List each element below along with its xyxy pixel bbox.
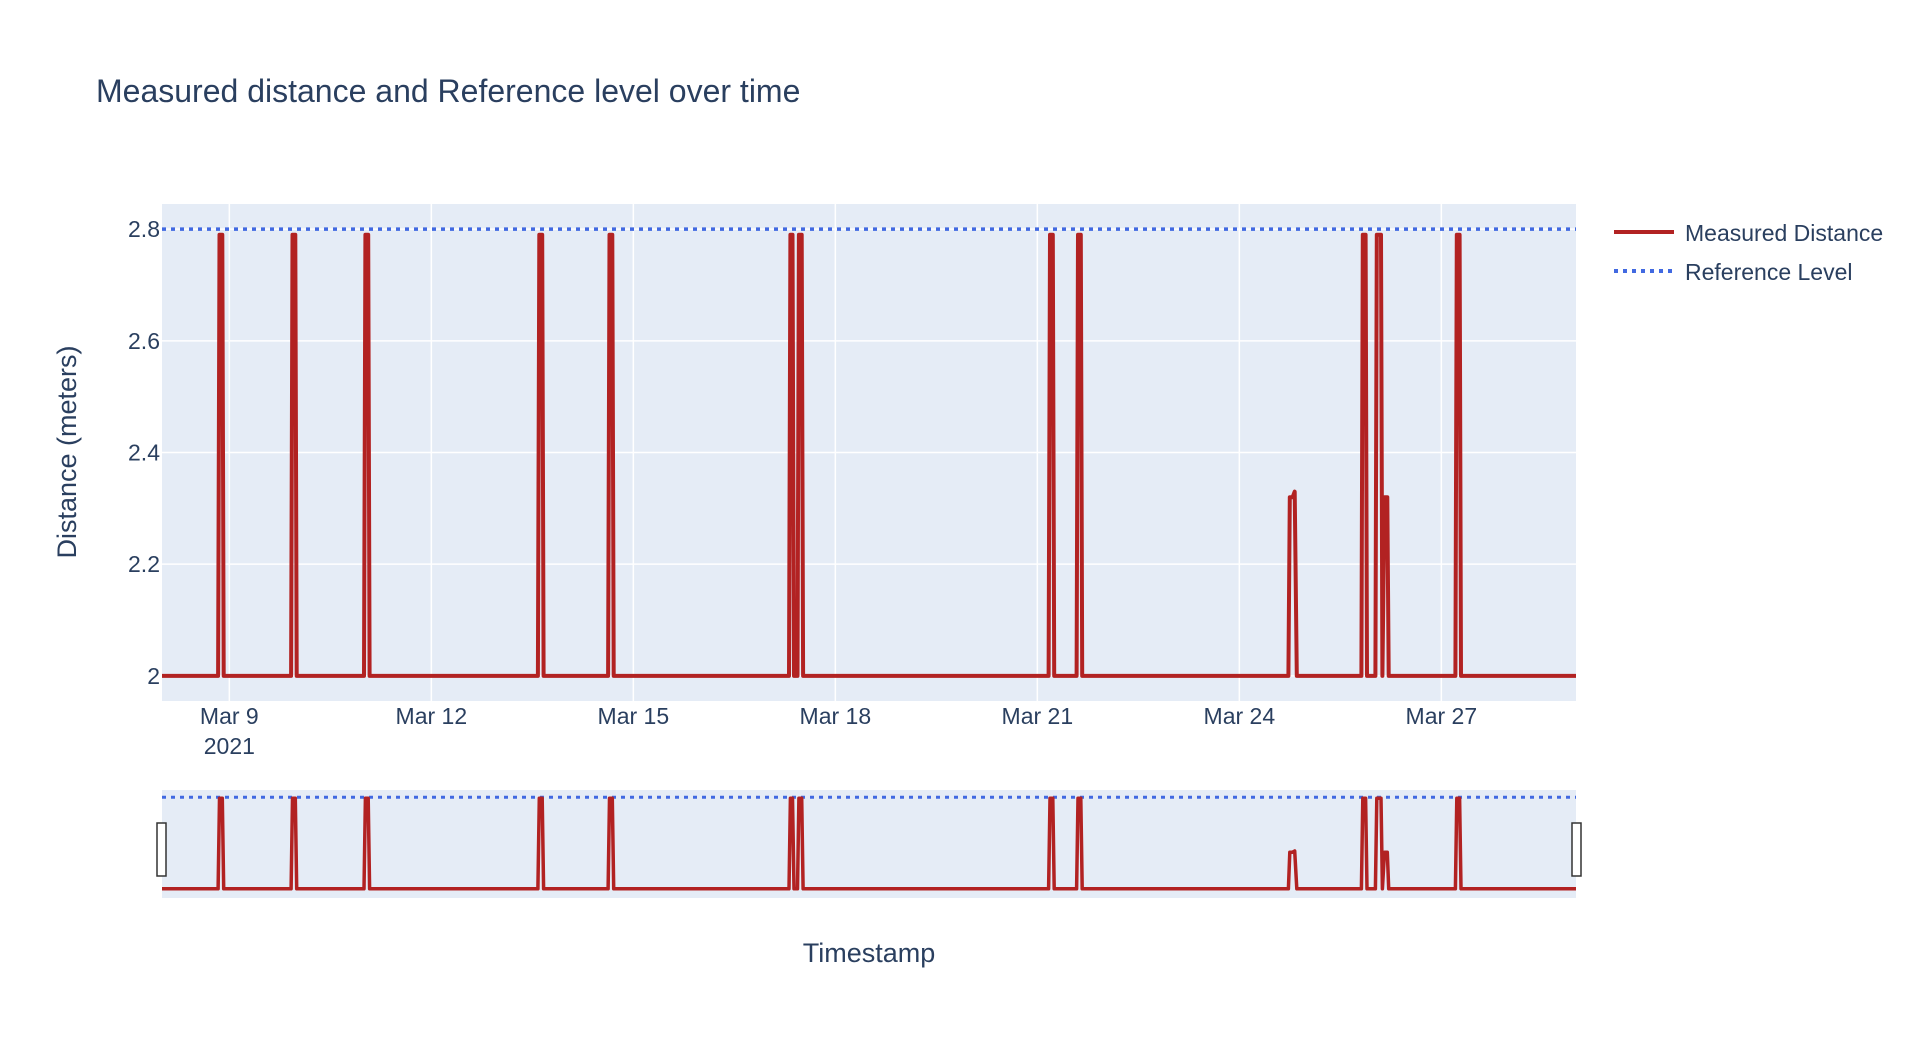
y-axis-title: Distance (meters) [52,345,82,558]
range-slider-left-handle[interactable] [156,822,167,877]
legend-label-reference-level: Reference Level [1685,259,1853,285]
range-slider-measured-line [162,796,1576,891]
x-axis-title: Timestamp [803,938,936,968]
x-axis-ticks: Mar 9 2021 Mar 12 Mar 15 Mar 18 Mar 21 Mar 24 M… [200,703,1477,759]
x-tick-label: Mar 15 [598,703,670,729]
x-tick-label: Mar 27 [1406,703,1478,729]
chart-title: Measured distance and Reference level ov… [96,73,800,109]
y-tick-label: 2.2 [128,551,160,577]
y-tick-label: 2.4 [128,440,160,466]
grid-lines [162,204,1576,701]
range-slider-background[interactable] [162,790,1576,898]
range-slider-right-handle[interactable] [1571,822,1582,877]
legend-item-measured-distance[interactable]: Measured Distance [1614,220,1883,246]
legend-item-reference-level[interactable]: Reference Level [1614,259,1853,285]
y-tick-label: 2.8 [128,216,160,242]
x-tick-year-label: 2021 [204,733,255,759]
x-tick-label: Mar 24 [1204,703,1276,729]
legend: Measured Distance Reference Level [1614,220,1883,285]
x-tick-label: Mar 18 [800,703,872,729]
y-tick-label: 2 [147,663,160,689]
y-tick-label: 2.6 [128,328,160,354]
legend-label-measured-distance: Measured Distance [1685,220,1883,246]
measured-distance-line [162,232,1576,678]
y-axis-ticks: 2 2.2 2.4 2.6 2.8 [128,216,160,689]
series-line-slider [162,796,1576,891]
x-tick-label: Mar 9 [200,703,259,729]
series-line-main [162,232,1576,678]
x-tick-label: Mar 12 [396,703,468,729]
x-tick-label: Mar 21 [1002,703,1074,729]
